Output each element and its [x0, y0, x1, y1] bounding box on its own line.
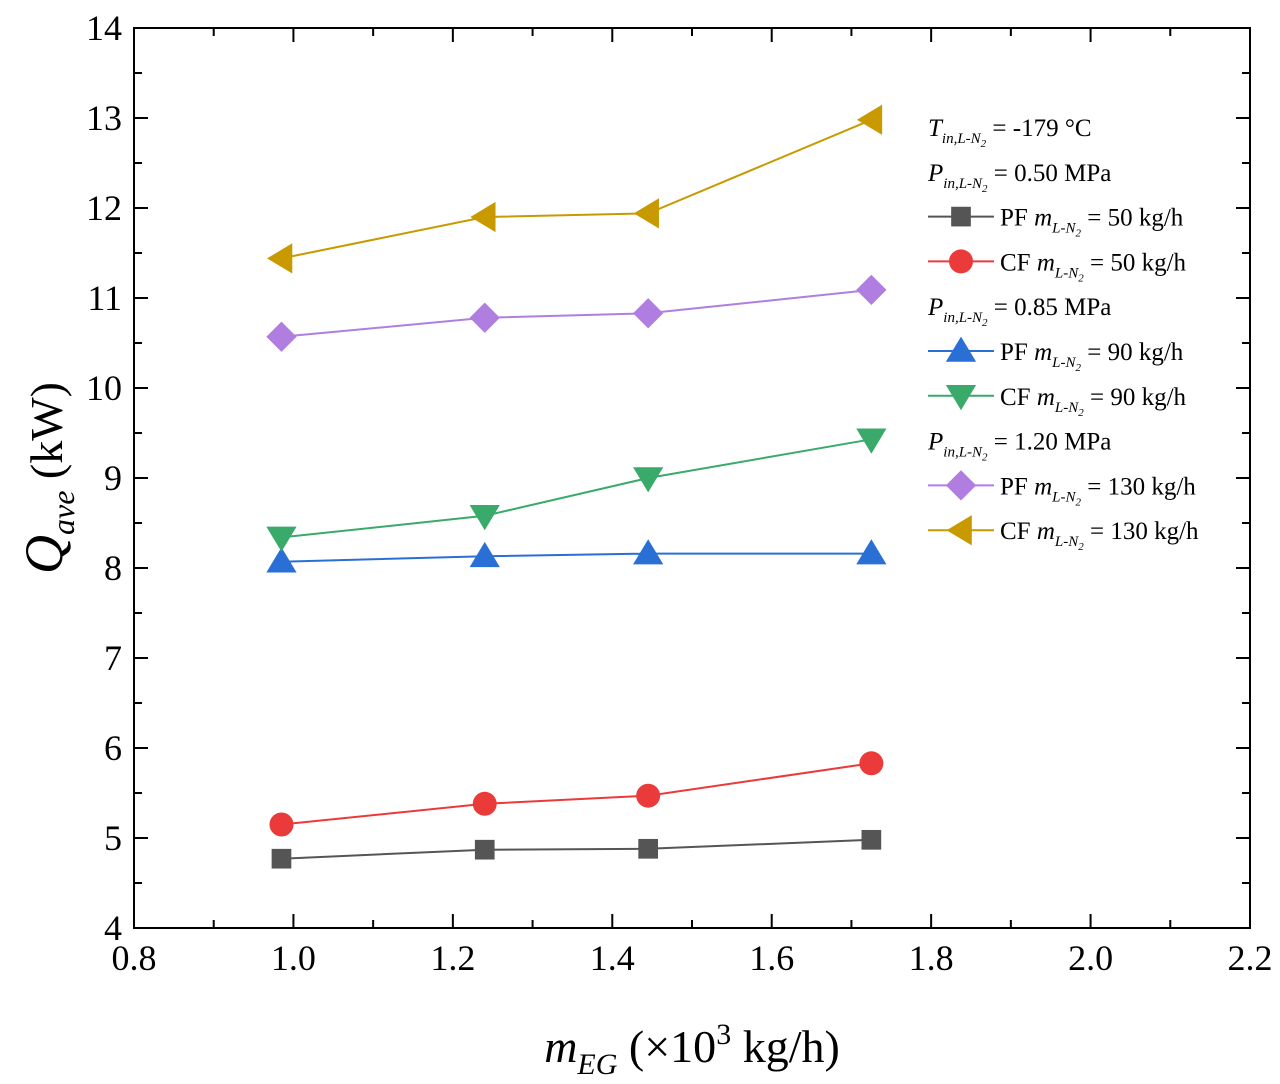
legend-item-pf50: PF mL-N2 = 50 kg/h — [928, 205, 1184, 240]
data-point-cf90 — [266, 526, 297, 552]
series-pf50 — [271, 829, 882, 869]
legend-item-cf50: CF mL-N2 = 50 kg/h — [928, 249, 1187, 284]
data-point-cf50 — [636, 783, 661, 808]
data-point-pf130 — [856, 274, 887, 306]
y-tick-label: 4 — [104, 908, 122, 948]
legend-item-cf90: CF mL-N2 = 90 kg/h — [928, 384, 1187, 419]
x-tick-label: 1.4 — [590, 938, 635, 978]
x-tick-label: 1.6 — [749, 938, 794, 978]
series-cf50 — [269, 751, 884, 837]
data-point-pf90 — [469, 541, 500, 568]
data-point-pf130 — [633, 298, 664, 329]
data-point-cf90 — [469, 505, 500, 531]
y-tick-label: 14 — [86, 8, 122, 48]
x-tick-label: 1.0 — [271, 938, 316, 978]
x-tick-label: 2.2 — [1228, 938, 1273, 978]
legend-item-pf90: PF mL-N2 = 90 kg/h — [928, 336, 1184, 374]
x-tick-label: 0.8 — [112, 938, 157, 978]
legend-item-temp: Tin,L-N2 = -179 °C — [928, 115, 1092, 150]
legend-marker-pf90 — [945, 336, 977, 362]
series-line-pf50 — [281, 838, 872, 860]
data-point-cf50 — [269, 812, 294, 837]
legend-label-cf130: CF mL-N2 = 130 kg/h — [1000, 518, 1199, 553]
axis-titles: mEG (×103 kg/h) Qave (kW) — [14, 382, 840, 1081]
data-point-cf90 — [633, 467, 664, 493]
data-point-cf130 — [470, 201, 496, 233]
series-line-cf130 — [281, 118, 872, 260]
series-line-cf50 — [281, 762, 872, 826]
legend-item-p050: Pin,L-N2 = 0.50 MPa — [927, 160, 1111, 195]
y-tick-label: 11 — [87, 278, 122, 318]
legend-marker-cf130 — [946, 515, 972, 546]
data-point-cf130 — [856, 104, 883, 135]
data-point-cf50 — [859, 751, 884, 776]
data-point-pf90 — [856, 539, 887, 565]
data-point-pf50 — [861, 829, 882, 850]
data-point-cf90 — [856, 428, 887, 454]
data-point-pf130 — [469, 302, 500, 333]
x-tick-label: 1.8 — [909, 938, 954, 978]
series-line-cf90 — [281, 438, 872, 539]
legend-item-p085: Pin,L-N2 = 0.85 MPa — [927, 294, 1111, 329]
y-tick-label: 8 — [104, 548, 122, 588]
legend-marker-pf50 — [951, 206, 971, 227]
legend-label-p050: Pin,L-N2 = 0.50 MPa — [927, 160, 1111, 195]
legend-label-pf90: PF mL-N2 = 90 kg/h — [1000, 339, 1184, 374]
axis-tick-labels: 0.8 1.0 1.2 1.4 1.6 1.8 2.0 2.2 4 5 6 7 8 9 10 11 12 13 14 — [86, 8, 1273, 978]
y-tick-label: 6 — [104, 728, 122, 768]
data-point-pf90 — [266, 547, 297, 573]
series-line-pf90 — [281, 552, 872, 563]
data-point-pf90 — [633, 539, 664, 565]
data-point-pf50 — [474, 839, 495, 860]
data-point-pf50 — [638, 838, 658, 859]
y-tick-label: 9 — [104, 458, 122, 498]
series-line-pf130 — [281, 288, 872, 338]
data-point-pf50 — [271, 848, 292, 869]
x-tick-label: 2.0 — [1068, 938, 1113, 978]
y-tick-label: 13 — [86, 98, 122, 138]
y-tick-label: 5 — [104, 818, 122, 858]
legend-item-cf130: CF mL-N2 = 130 kg/h — [928, 515, 1199, 553]
legend-label-temp: Tin,L-N2 = -179 °C — [928, 115, 1092, 150]
series-layer — [266, 104, 887, 869]
y-tick-label: 7 — [104, 638, 122, 678]
y-axis-title: Qave (kW) — [14, 382, 81, 574]
y-tick-label: 10 — [86, 368, 122, 408]
legend-label-p120: Pin,L-N2 = 1.20 MPa — [927, 429, 1111, 464]
y-tick-label: 12 — [86, 188, 122, 228]
axis-ticks — [133, 27, 1251, 929]
legend-marker-cf90 — [945, 385, 977, 411]
legend-marker-cf50 — [949, 249, 973, 274]
legend-label-pf50: PF mL-N2 = 50 kg/h — [1000, 205, 1184, 240]
data-point-pf130 — [266, 321, 297, 352]
x-axis-title: mEG (×103 kg/h) — [544, 1018, 840, 1081]
series-cf130 — [267, 104, 883, 274]
legend-label-cf50: CF mL-N2 = 50 kg/h — [1000, 249, 1187, 284]
legend-label-pf130: PF mL-N2 = 130 kg/h — [1000, 473, 1196, 508]
legend-marker-pf130 — [945, 470, 977, 501]
legend-label-cf90: CF mL-N2 = 90 kg/h — [1000, 384, 1187, 419]
data-point-cf130 — [267, 243, 293, 274]
legend: Tin,L-N2 = -179 °C Pin,L-N2 = 0.50 MPa PF … — [927, 115, 1199, 553]
series-pf90 — [266, 539, 887, 573]
x-tick-label: 1.2 — [430, 938, 475, 978]
data-point-cf50 — [472, 791, 497, 816]
legend-item-pf130: PF mL-N2 = 130 kg/h — [928, 470, 1196, 508]
legend-label-p085: Pin,L-N2 = 0.85 MPa — [927, 294, 1111, 329]
legend-item-p120: Pin,L-N2 = 1.20 MPa — [927, 429, 1111, 464]
series-cf90 — [266, 428, 887, 552]
series-pf130 — [266, 274, 887, 352]
data-point-cf130 — [633, 198, 659, 229]
